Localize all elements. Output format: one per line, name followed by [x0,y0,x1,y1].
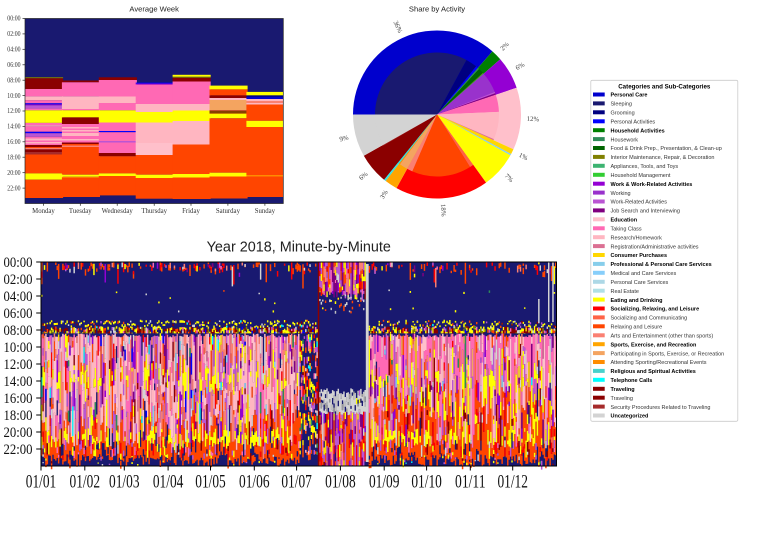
svg-text:Personal Activities: Personal Activities [611,120,656,126]
svg-text:Personal Care Services: Personal Care Services [611,280,669,286]
svg-text:Working: Working [611,191,631,197]
svg-text:00:00: 00:00 [4,255,33,271]
svg-text:01/12: 01/12 [497,473,528,493]
svg-text:10:00: 10:00 [7,93,21,100]
svg-text:Friday: Friday [182,208,200,215]
svg-text:01/04: 01/04 [153,473,184,493]
svg-text:Average Week: Average Week [129,5,179,14]
svg-text:12:00: 12:00 [7,108,21,115]
svg-text:Saturday: Saturday [216,208,241,215]
svg-text:16:00: 16:00 [7,139,21,146]
svg-text:01/07: 01/07 [281,473,312,493]
svg-text:04:00: 04:00 [4,289,33,305]
svg-text:Job Search and Interviewing: Job Search and Interviewing [611,209,680,215]
svg-text:Share by Activity: Share by Activity [409,5,465,14]
svg-text:01/03: 01/03 [109,473,140,493]
svg-text:Sleeping: Sleeping [611,102,632,108]
svg-text:6%: 6% [515,61,527,72]
svg-text:01/01: 01/01 [26,473,57,493]
svg-text:Personal Care: Personal Care [611,93,648,99]
svg-text:Socializing and Communicating: Socializing and Communicating [611,316,688,322]
svg-text:Traveling: Traveling [611,387,635,393]
svg-text:14:00: 14:00 [4,374,33,390]
svg-text:06:00: 06:00 [7,62,21,69]
svg-text:9%: 9% [339,134,350,143]
svg-text:Food & Drink Prep., Presentati: Food & Drink Prep., Presentation, & Clea… [611,146,722,152]
svg-text:08:00: 08:00 [4,323,33,339]
svg-text:Professional & Personal Care S: Professional & Personal Care Services [611,262,712,268]
svg-text:3%: 3% [379,189,390,201]
svg-text:Monday: Monday [32,208,55,215]
svg-text:18%: 18% [439,204,447,217]
svg-text:Thursday: Thursday [141,208,167,215]
svg-text:Appliances, Tools, and Toys: Appliances, Tools, and Toys [611,164,679,170]
svg-text:Work & Work-Related Activities: Work & Work-Related Activities [611,182,693,188]
svg-text:18:00: 18:00 [7,154,21,161]
svg-text:Interior Maintenance, Repair,: Interior Maintenance, Repair, & Decorati… [611,155,715,161]
svg-text:04:00: 04:00 [7,47,21,54]
svg-text:Arts and Entertainment (other: Arts and Entertainment (other than sport… [611,334,714,340]
svg-text:Religious and Spiritual Activi: Religious and Spiritual Activities [611,369,696,375]
svg-text:20:00: 20:00 [4,425,33,441]
svg-text:Household Management: Household Management [611,173,671,179]
svg-text:01/11: 01/11 [455,473,486,493]
svg-text:Tuesday: Tuesday [69,208,92,215]
svg-text:01/02: 01/02 [70,473,101,493]
svg-text:Year 2018, Minute-by-Minute: Year 2018, Minute-by-Minute [207,240,391,256]
svg-text:Uncategorized: Uncategorized [611,414,649,420]
svg-text:22:00: 22:00 [7,185,21,192]
svg-text:Socializing, Relaxing, and Lei: Socializing, Relaxing, and Leisure [611,307,700,313]
svg-text:01/06: 01/06 [239,473,270,493]
svg-text:01/05: 01/05 [195,473,226,493]
svg-text:Eating and Drinking: Eating and Drinking [611,298,663,304]
svg-text:16:00: 16:00 [4,391,33,407]
svg-text:02:00: 02:00 [7,31,21,38]
svg-text:10:00: 10:00 [4,340,33,356]
svg-text:Education: Education [611,218,638,224]
svg-text:6%: 6% [358,171,370,182]
svg-text:00:00: 00:00 [7,16,21,23]
svg-text:08:00: 08:00 [7,77,21,84]
svg-text:Security Procedures Related to: Security Procedures Related to Traveling [611,405,711,411]
svg-text:20:00: 20:00 [7,170,21,177]
svg-text:Wednesday: Wednesday [102,208,134,215]
svg-text:01/08: 01/08 [325,473,356,493]
svg-text:Registration/Administrative ac: Registration/Administrative activities [611,244,699,250]
svg-text:12:00: 12:00 [4,357,33,373]
svg-text:36%: 36% [392,20,404,35]
svg-text:Relaxing and Leisure: Relaxing and Leisure [611,325,663,331]
svg-text:Categories and Sub-Categories: Categories and Sub-Categories [618,84,711,91]
svg-text:Real Estate: Real Estate [611,289,639,295]
svg-text:12%: 12% [526,116,539,124]
svg-text:Sunday: Sunday [255,208,276,215]
svg-text:7%: 7% [503,173,515,184]
svg-text:Medical and Care Services: Medical and Care Services [611,271,677,277]
svg-text:Grooming: Grooming [611,111,635,117]
svg-text:Consumer Purchases: Consumer Purchases [611,253,668,259]
svg-text:14:00: 14:00 [7,124,21,131]
svg-text:Housework: Housework [611,137,639,143]
svg-text:Telephone Calls: Telephone Calls [611,378,653,384]
svg-text:Household Activities: Household Activities [611,128,665,134]
svg-text:01/10: 01/10 [411,473,442,493]
svg-text:Sports, Exercise, and Recreati: Sports, Exercise, and Recreation [611,342,698,348]
svg-text:22:00: 22:00 [4,442,33,458]
svg-text:1%: 1% [517,152,529,162]
svg-text:Research/Homework: Research/Homework [611,235,663,241]
svg-text:Work-Related Activities: Work-Related Activities [611,200,668,206]
svg-text:2%: 2% [499,41,511,53]
svg-text:18:00: 18:00 [4,408,33,424]
svg-text:Attending Sporting/Recreationa: Attending Sporting/Recreational Events [611,360,707,366]
svg-text:01/09: 01/09 [369,473,400,493]
svg-text:02:00: 02:00 [4,272,33,288]
svg-text:Traveling: Traveling [611,396,633,402]
svg-text:Taking Class: Taking Class [611,227,642,233]
svg-text:Participating in Sports, Exerc: Participating in Sports, Exercise, or Re… [611,351,725,357]
svg-text:06:00: 06:00 [4,306,33,322]
